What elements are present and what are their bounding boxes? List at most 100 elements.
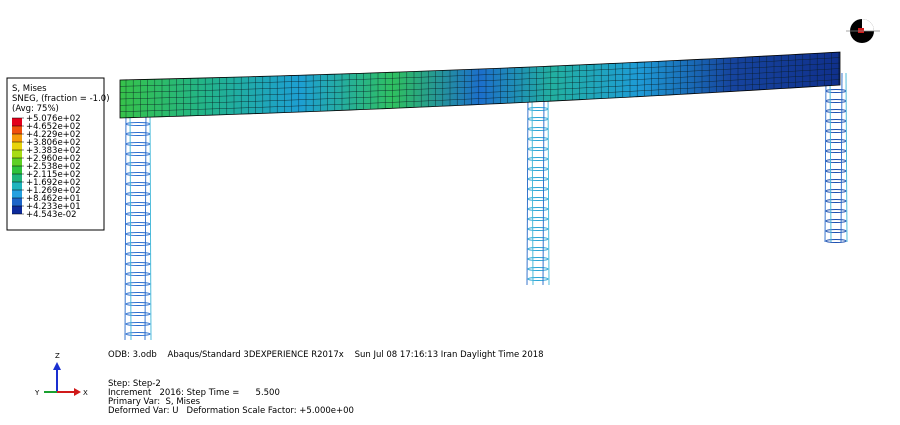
stirrup [825,149,847,153]
rebar [124,105,127,341]
stirrup [125,192,151,196]
stirrup [125,212,151,216]
legend-value: +8.462e+01 [26,194,81,204]
stirrup [825,139,847,143]
stirrup [125,162,151,166]
legend-value: +2.115e+02 [26,170,81,180]
stirrup [825,129,847,133]
legend-swatch [12,118,22,126]
rebar [829,72,832,243]
step-line: Step: Step-2 [108,379,161,389]
stirrup [527,207,549,211]
deformed-line: Deformed Var: U Deformation Scale Factor… [108,406,354,416]
legend-swatch [12,198,22,206]
legend-swatch [12,190,22,198]
legend-value: +2.538e+02 [26,162,81,172]
beam [119,51,841,119]
legend-value: +3.383e+02 [26,146,81,156]
stirrup [125,302,151,306]
triad: Z Y X [34,352,88,397]
stirrup [527,177,549,181]
y-label: Y [34,389,40,397]
z-arrow [53,362,61,370]
legend-swatch [12,142,22,150]
stirrup [527,267,549,271]
legend-title: S, Mises [12,84,47,94]
stirrup [125,252,151,256]
stirrup [125,312,151,316]
legend-value: +1.692e+02 [26,178,81,188]
stirrup [125,142,151,146]
stirrup [527,247,549,251]
mesh-line [119,68,841,100]
increment-line: Increment 2016: Step Time = 5.500 [108,388,280,398]
mesh-line [119,73,841,106]
stirrup [125,172,151,176]
rebar [144,105,147,341]
stirrup [825,99,847,103]
stirrup [125,262,151,266]
legend-subtitle: SNEG, (fraction = -1.0) [12,94,110,104]
stirrup [825,179,847,183]
stirrup [825,159,847,163]
rebar [840,72,843,243]
z-label: Z [55,352,60,360]
stirrup [825,219,847,223]
stirrup [527,227,549,231]
legend-note: (Avg: 75%) [12,104,59,114]
view-compass [846,19,880,43]
stirrup [527,237,549,241]
legend-value: +3.806e+02 [26,138,81,148]
legend-swatch [12,166,22,174]
rebar [149,105,152,341]
stirrup [825,119,847,123]
stirrup [527,277,549,281]
primary-line: Primary Var: S, Mises [108,397,201,407]
stirrup [527,167,549,171]
stirrup [125,202,151,206]
stirrup [527,197,549,201]
legend-value: +5.076e+02 [26,114,81,124]
model [119,51,848,341]
stirrup [825,169,847,173]
odb-line: ODB: 3.odb Abaqus/Standard 3DEXPERIENCE … [108,350,544,360]
legend-swatch [12,134,22,142]
stirrup [825,189,847,193]
mesh-line [119,62,841,93]
stirrup [527,217,549,221]
stirrup [125,282,151,286]
legend-value: +2.960e+02 [26,154,81,164]
legend: +5.076e+02+4.652e+02+4.229e+02+3.806e+02… [12,114,81,220]
stirrup [125,182,151,186]
legend-value: +4.543e-02 [26,210,77,220]
legend-swatch [12,174,22,182]
x-label: X [83,389,88,397]
stirrup [527,187,549,191]
stirrup [527,117,549,121]
legend-value: +4.229e+02 [26,130,81,140]
stirrup [825,199,847,203]
stirrup [125,322,151,326]
stirrup [125,242,151,246]
stirrup [527,147,549,151]
rebar [824,72,827,243]
stirrup [527,127,549,131]
stirrup [527,157,549,161]
stirrup [125,152,151,156]
rebar [845,72,848,243]
stirrup [527,107,549,111]
stirrup [825,229,847,233]
stirrup [527,257,549,261]
legend-box [6,77,105,231]
legend-value: +1.269e+02 [26,186,81,196]
stirrup [125,132,151,136]
legend-swatch [12,126,22,134]
stirrup [825,209,847,213]
stirrup [125,232,151,236]
mesh-line [119,57,841,87]
rebar [526,90,529,286]
legend-swatch [12,150,22,158]
mesh-line [119,79,841,112]
legend-value: +4.233e+01 [26,202,81,212]
